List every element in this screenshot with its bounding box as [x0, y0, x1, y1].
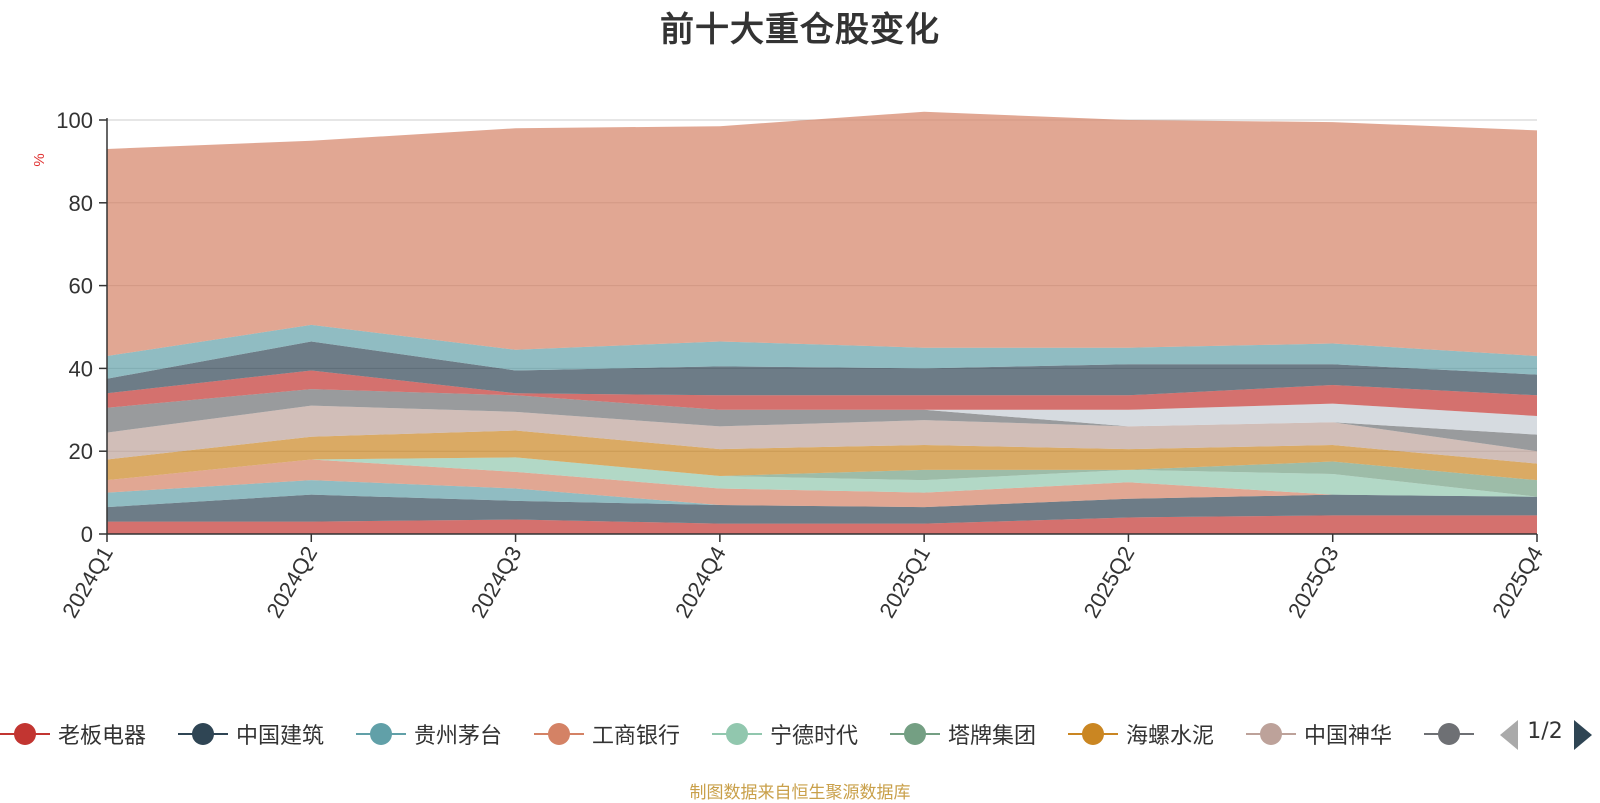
legend-prev-page-button[interactable]	[1500, 720, 1518, 750]
area-series-11[interactable]	[107, 370, 1537, 417]
area-series-12[interactable]	[107, 341, 1537, 396]
x-tick-label: 2025Q1	[874, 542, 935, 622]
legend-page-indicator: 1/2	[1527, 719, 1563, 744]
legend-item[interactable]	[1424, 714, 1482, 754]
legend-label: 中国神华	[1304, 724, 1393, 749]
x-tick-label: 2024Q4	[670, 542, 731, 622]
legend-label: 老板电器	[58, 724, 147, 749]
legend-label: 塔牌集团	[948, 724, 1037, 749]
y-tick-label: 80	[69, 191, 93, 216]
x-tick-label: 2025Q4	[1487, 542, 1548, 622]
area-series-6[interactable]	[107, 457, 1537, 497]
legend-marker-icon	[0, 719, 50, 749]
legend-marker-icon	[356, 719, 406, 749]
area-series-5[interactable]	[107, 457, 1537, 497]
stacked-areas	[107, 111, 1537, 534]
source-note: 制图数据来自恒生聚源数据库	[689, 783, 911, 803]
legend: 老板电器 中国建筑 贵州茅台 工商银行 宁德时代 塔牌集团 海螺水泥 中国神华	[0, 714, 1600, 754]
area-series-8[interactable]	[107, 405, 1537, 464]
y-tick-label: 0	[81, 522, 93, 547]
legend-label: 中国建筑	[236, 724, 325, 749]
area-series-14[interactable]	[107, 111, 1537, 356]
y-tick-label: 40	[69, 356, 93, 381]
area-series-10[interactable]	[107, 389, 1537, 435]
x-tick-label: 2025Q3	[1283, 542, 1344, 622]
area-series-1[interactable]	[107, 515, 1537, 534]
area-series-9[interactable]	[107, 389, 1537, 452]
x-tick-label: 2024Q2	[261, 542, 322, 622]
legend-marker-icon	[1246, 719, 1296, 749]
x-tick-label: 2025Q2	[1079, 542, 1140, 622]
legend-item[interactable]: 宁德时代	[712, 714, 858, 754]
legend-marker-icon	[1424, 719, 1474, 749]
legend-label: 海螺水泥	[1126, 724, 1215, 749]
legend-item[interactable]: 中国建筑	[178, 714, 324, 754]
legend-label: 宁德时代	[770, 724, 859, 749]
x-tick-label: 2024Q1	[57, 542, 118, 622]
legend-marker-icon	[1068, 719, 1118, 749]
legend-marker-icon	[534, 719, 584, 749]
legend-item[interactable]: 中国神华	[1246, 714, 1392, 754]
legend-item[interactable]: 工商银行	[534, 714, 680, 754]
legend-item[interactable]: 塔牌集团	[890, 714, 1036, 754]
area-series-3[interactable]	[107, 480, 1537, 508]
legend-item[interactable]: 海螺水泥	[1068, 714, 1214, 754]
legend-marker-icon	[890, 719, 940, 749]
area-series-4[interactable]	[107, 459, 1537, 508]
legend-item[interactable]: 贵州茅台	[356, 714, 502, 754]
legend-label: 贵州茅台	[414, 724, 503, 749]
legend-item[interactable]: 老板电器	[0, 714, 146, 754]
y-axis-label: %	[31, 153, 48, 166]
y-tick-label: 60	[69, 274, 93, 299]
chart-title: 前十大重仓股变化	[660, 10, 940, 50]
y-tick-label: 20	[69, 439, 93, 464]
y-tick-label: 100	[56, 108, 93, 133]
legend-clip-edge	[1474, 714, 1477, 754]
legend-label: 工商银行	[592, 724, 681, 749]
area-series-7[interactable]	[107, 430, 1537, 481]
legend-next-page-button[interactable]	[1574, 720, 1592, 750]
legend-marker-icon	[178, 719, 228, 749]
x-tick-label: 2024Q3	[466, 542, 527, 622]
area-series-13[interactable]	[107, 324, 1537, 379]
area-series-2[interactable]	[107, 494, 1537, 524]
legend-marker-icon	[712, 719, 762, 749]
